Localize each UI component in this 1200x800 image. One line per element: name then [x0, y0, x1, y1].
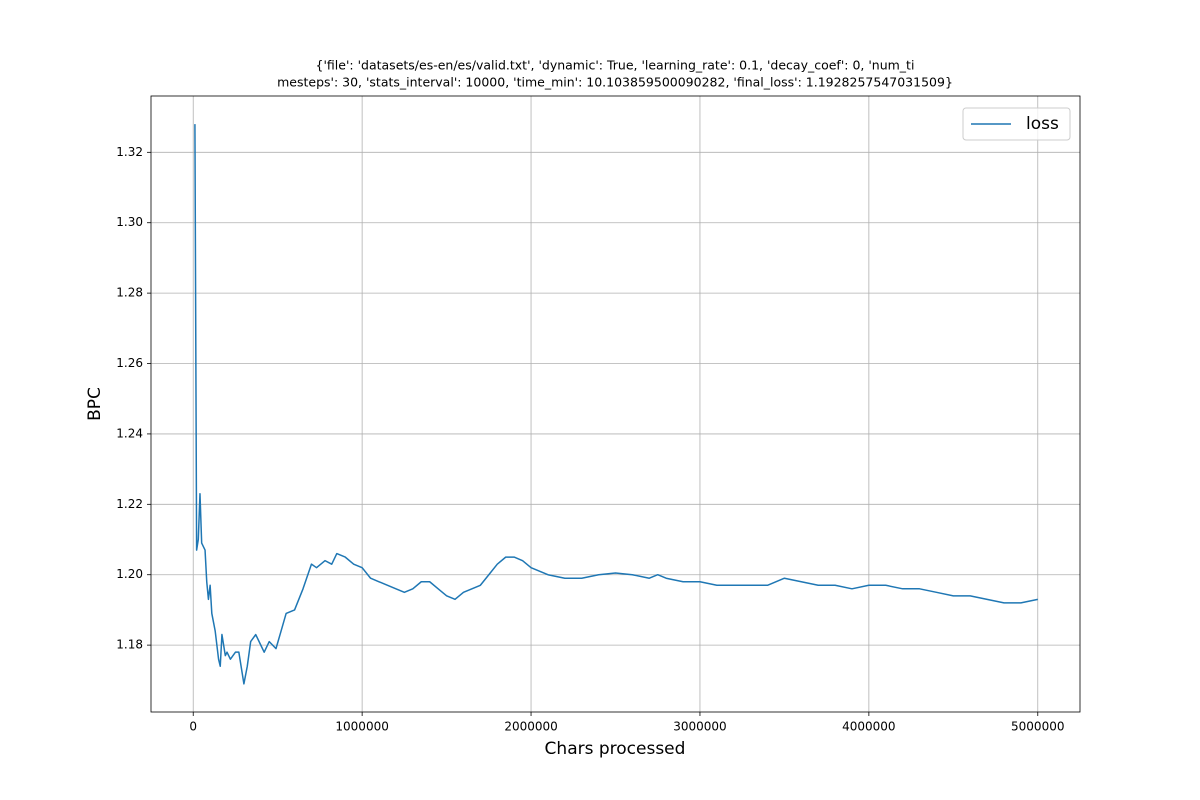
y-tick-label: 1.26	[116, 356, 143, 370]
y-axis-label: BPC	[85, 387, 105, 421]
y-tick-label: 1.28	[116, 286, 143, 300]
x-tick-label: 3000000	[673, 720, 726, 734]
y-tick-label: 1.22	[116, 497, 143, 511]
x-tick-label: 4000000	[842, 720, 895, 734]
x-tick-label: 0	[189, 720, 197, 734]
x-tick-label: 1000000	[335, 720, 388, 734]
data-line	[194, 124, 1038, 685]
x-tick-label: 5000000	[1011, 720, 1064, 734]
y-tick-label: 1.24	[116, 426, 143, 440]
legend-label: loss	[1026, 114, 1059, 134]
y-tick-label: 1.20	[116, 567, 143, 581]
y-tick-label: 1.30	[116, 215, 143, 229]
x-axis-label: Chars processed	[545, 739, 686, 759]
chart-title: {'file': 'datasets/es-en/es/valid.txt', …	[316, 58, 915, 73]
plot-frame	[150, 95, 1081, 713]
legend-box	[962, 107, 1071, 141]
chart-title: mesteps': 30, 'stats_interval': 10000, '…	[277, 75, 953, 90]
x-tick-label: 2000000	[504, 720, 557, 734]
y-tick-label: 1.32	[116, 145, 143, 159]
y-tick-label: 1.18	[116, 638, 143, 652]
